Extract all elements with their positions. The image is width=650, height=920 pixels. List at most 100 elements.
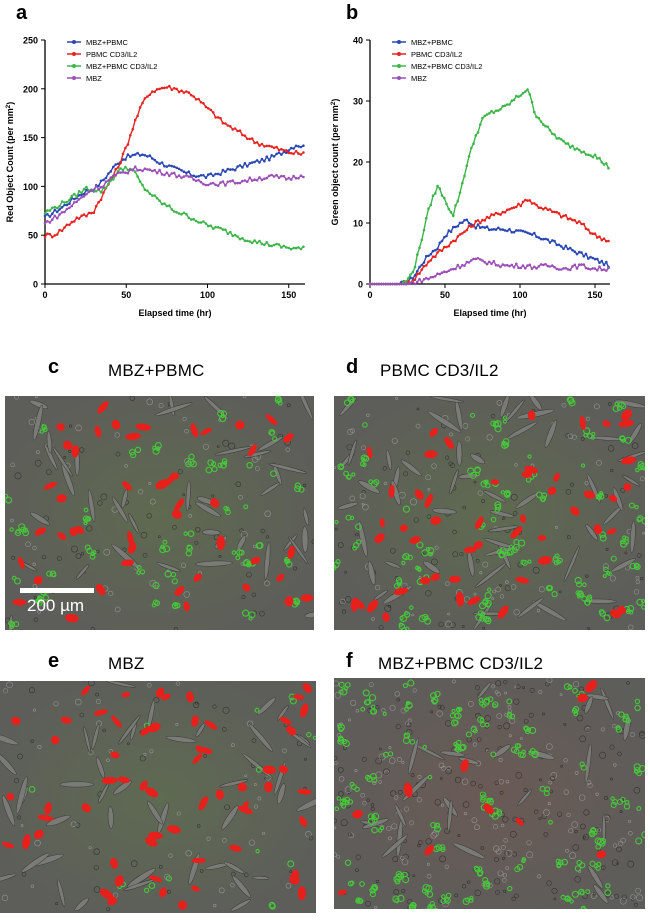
data-point [48, 209, 52, 212]
data-point [456, 199, 460, 203]
green-cell [503, 491, 511, 498]
debris [633, 589, 640, 595]
debris [17, 753, 23, 760]
red-cell [300, 703, 309, 718]
data-point [216, 116, 220, 119]
debris [426, 514, 432, 519]
data-point [591, 155, 595, 159]
green-cell [444, 897, 451, 904]
debris [452, 529, 457, 535]
data-point [180, 213, 183, 216]
green-cell [136, 570, 141, 575]
data-point [526, 231, 529, 235]
green-cell [407, 679, 415, 687]
red-cell [56, 494, 67, 503]
green-cell [207, 459, 215, 467]
legend-label: MBZ+PBMC [86, 38, 128, 47]
data-point [172, 210, 176, 213]
red-cell [170, 472, 180, 480]
green-cell [622, 535, 627, 540]
red-cell [284, 596, 294, 607]
unstained-cell [423, 560, 441, 574]
green-cell [539, 785, 546, 792]
data-point [65, 223, 69, 227]
data-point [302, 175, 305, 179]
data-point [443, 270, 446, 274]
debris [639, 577, 644, 581]
green-cell [162, 539, 168, 545]
green-cell [486, 587, 492, 592]
data-point [243, 239, 247, 243]
debris [439, 855, 447, 863]
red-cell [242, 801, 249, 812]
debris [566, 812, 571, 817]
unstained-cell [248, 723, 274, 752]
data-point [420, 238, 424, 242]
data-point [182, 91, 186, 94]
data-point [593, 257, 597, 261]
data-point [416, 253, 419, 256]
data-point [192, 174, 195, 178]
green-cell [479, 615, 486, 622]
data-point [564, 214, 568, 217]
data-point [454, 204, 457, 207]
data-point [434, 192, 437, 195]
data-point [524, 267, 527, 270]
data-point [515, 229, 518, 232]
debris [390, 790, 397, 797]
debris [499, 594, 505, 599]
data-point [272, 155, 276, 158]
data-point [456, 224, 460, 228]
debris [32, 708, 36, 712]
data-point [131, 127, 135, 131]
data-point [260, 157, 264, 161]
data-point [519, 266, 523, 270]
debris [41, 554, 47, 560]
data-point [425, 276, 428, 280]
debris [491, 597, 495, 601]
data-point [294, 246, 298, 250]
debris [503, 838, 508, 843]
debris [633, 902, 638, 907]
data-point [434, 275, 437, 278]
green-cell [128, 448, 136, 456]
debris [417, 774, 422, 779]
data-point [517, 266, 520, 270]
debris [71, 545, 79, 553]
data-point [253, 160, 256, 164]
debris [617, 751, 622, 757]
debris [349, 495, 356, 502]
data-point [124, 165, 127, 169]
green-cell [399, 615, 404, 621]
debris [639, 730, 645, 736]
debris [482, 626, 486, 630]
debris [462, 801, 470, 808]
debris [513, 609, 520, 616]
micrograph [0, 681, 316, 913]
debris [180, 562, 187, 568]
data-point [589, 154, 592, 157]
green-cell [580, 764, 587, 771]
green-cell [255, 849, 260, 854]
green-cell [633, 562, 640, 569]
debris [202, 443, 209, 450]
debris [289, 870, 293, 874]
debris [375, 879, 380, 884]
red-cell [192, 754, 203, 764]
data-point [155, 88, 159, 91]
data-point [294, 149, 298, 153]
data-point [508, 227, 511, 231]
debris [538, 817, 542, 821]
data-point [94, 204, 98, 208]
debris [503, 889, 507, 893]
data-point [467, 155, 471, 158]
debris [349, 428, 355, 434]
data-point [429, 276, 433, 279]
debris [571, 821, 579, 829]
data-point [553, 133, 556, 136]
unstained-cell [128, 513, 140, 534]
unstained-cell [165, 735, 197, 743]
debris [602, 563, 609, 570]
data-point [400, 282, 403, 286]
data-point [458, 266, 462, 270]
